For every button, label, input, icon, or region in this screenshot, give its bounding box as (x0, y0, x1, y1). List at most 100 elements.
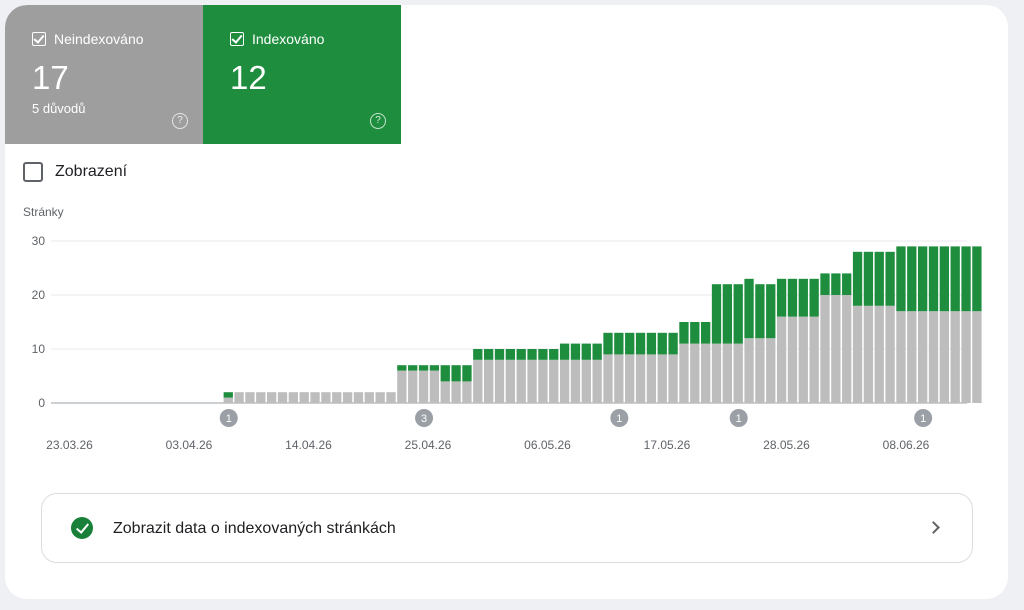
bar-not-indexed[interactable] (549, 359, 559, 403)
bar-indexed[interactable] (603, 332, 613, 355)
views-checkbox[interactable] (23, 162, 43, 182)
bar-not-indexed[interactable] (462, 381, 472, 403)
bar-not-indexed[interactable] (234, 392, 244, 403)
bar-indexed[interactable] (473, 349, 483, 360)
bar-indexed[interactable] (592, 343, 602, 360)
bar-not-indexed[interactable] (429, 370, 440, 403)
bar-indexed[interactable] (950, 246, 960, 312)
bar-indexed[interactable] (842, 273, 852, 295)
bar-not-indexed[interactable] (820, 295, 830, 403)
bar-not-indexed[interactable] (223, 397, 233, 403)
bar-indexed[interactable] (820, 273, 830, 295)
bar-not-indexed[interactable] (375, 392, 385, 403)
bar-indexed[interactable] (776, 278, 787, 317)
bar-not-indexed[interactable] (896, 311, 906, 403)
bar-not-indexed[interactable] (831, 295, 841, 403)
bar-indexed[interactable] (440, 365, 450, 382)
bar-not-indexed[interactable] (527, 359, 537, 403)
bar-indexed[interactable] (766, 284, 776, 339)
bar-not-indexed[interactable] (256, 392, 266, 403)
bar-not-indexed[interactable] (679, 343, 689, 403)
bar-not-indexed[interactable] (690, 343, 700, 403)
bar-indexed[interactable] (570, 343, 581, 360)
bar-not-indexed[interactable] (299, 392, 309, 403)
bar-indexed[interactable] (744, 278, 754, 339)
bar-indexed[interactable] (896, 246, 906, 312)
not-indexed-tile[interactable]: Neindexováno 17 5 důvodů ? (5, 5, 203, 144)
bar-not-indexed[interactable] (863, 305, 874, 403)
bar-indexed[interactable] (657, 332, 667, 355)
bar-not-indexed[interactable] (484, 359, 494, 403)
bar-not-indexed[interactable] (310, 392, 320, 403)
view-indexed-data-row[interactable]: Zobrazit data o indexovaných stránkách (41, 493, 973, 563)
bar-indexed[interactable] (614, 332, 624, 355)
bar-not-indexed[interactable] (776, 316, 787, 403)
bar-indexed[interactable] (516, 349, 526, 360)
bar-not-indexed[interactable] (570, 359, 581, 403)
annotation-marker[interactable] (610, 409, 629, 427)
bar-not-indexed[interactable] (408, 370, 418, 403)
bar-indexed[interactable] (863, 251, 874, 306)
bar-not-indexed[interactable] (473, 359, 483, 403)
bar-indexed[interactable] (711, 284, 722, 344)
bar-not-indexed[interactable] (581, 359, 591, 403)
bar-not-indexed[interactable] (907, 311, 917, 403)
bar-not-indexed[interactable] (386, 392, 396, 403)
bar-indexed[interactable] (939, 246, 949, 312)
bar-indexed[interactable] (831, 273, 841, 295)
bar-indexed[interactable] (972, 246, 982, 312)
bar-not-indexed[interactable] (516, 359, 526, 403)
bar-indexed[interactable] (397, 365, 407, 371)
bar-indexed[interactable] (527, 349, 537, 360)
indexed-tile[interactable]: Indexováno 12 ? (203, 5, 401, 144)
bar-indexed[interactable] (223, 392, 233, 398)
bar-not-indexed[interactable] (245, 392, 255, 403)
bar-not-indexed[interactable] (961, 311, 971, 403)
annotation-marker[interactable] (729, 409, 748, 427)
bar-not-indexed[interactable] (342, 392, 353, 403)
bar-not-indexed[interactable] (494, 359, 505, 403)
bar-not-indexed[interactable] (603, 354, 613, 403)
bar-indexed[interactable] (679, 322, 689, 344)
bar-indexed[interactable] (635, 332, 646, 355)
bar-not-indexed[interactable] (635, 354, 646, 403)
bar-not-indexed[interactable] (353, 392, 364, 403)
bar-not-indexed[interactable] (332, 392, 342, 403)
bar-indexed[interactable] (755, 284, 765, 339)
bar-not-indexed[interactable] (798, 316, 808, 403)
bar-not-indexed[interactable] (787, 316, 798, 403)
help-icon[interactable]: ? (172, 113, 188, 129)
bar-indexed[interactable] (668, 332, 678, 355)
help-icon[interactable]: ? (370, 113, 386, 129)
bar-not-indexed[interactable] (722, 343, 732, 403)
bar-indexed[interactable] (690, 322, 700, 344)
bar-not-indexed[interactable] (657, 354, 667, 403)
bar-indexed[interactable] (538, 349, 548, 360)
bar-not-indexed[interactable] (505, 359, 515, 403)
bar-not-indexed[interactable] (625, 354, 635, 403)
bar-not-indexed[interactable] (451, 381, 461, 403)
checkbox-checked-icon[interactable] (230, 32, 244, 46)
bar-indexed[interactable] (559, 343, 570, 360)
bar-not-indexed[interactable] (766, 338, 776, 403)
bar-not-indexed[interactable] (842, 295, 852, 403)
bar-not-indexed[interactable] (950, 311, 960, 403)
annotation-marker[interactable] (415, 409, 434, 427)
bar-not-indexed[interactable] (733, 343, 743, 403)
bar-not-indexed[interactable] (321, 392, 331, 403)
bar-indexed[interactable] (451, 365, 461, 382)
bar-not-indexed[interactable] (928, 311, 939, 403)
bar-indexed[interactable] (549, 349, 559, 360)
bar-indexed[interactable] (798, 278, 808, 317)
bar-not-indexed[interactable] (972, 311, 982, 403)
bar-not-indexed[interactable] (939, 311, 949, 403)
bar-indexed[interactable] (852, 251, 863, 306)
bar-indexed[interactable] (918, 246, 928, 312)
bar-indexed[interactable] (961, 246, 971, 312)
bar-not-indexed[interactable] (711, 343, 722, 403)
bar-not-indexed[interactable] (440, 381, 450, 403)
bar-not-indexed[interactable] (614, 354, 624, 403)
bar-not-indexed[interactable] (701, 343, 711, 403)
bar-indexed[interactable] (429, 365, 440, 371)
views-checkbox-label[interactable]: Zobrazení (55, 163, 128, 180)
